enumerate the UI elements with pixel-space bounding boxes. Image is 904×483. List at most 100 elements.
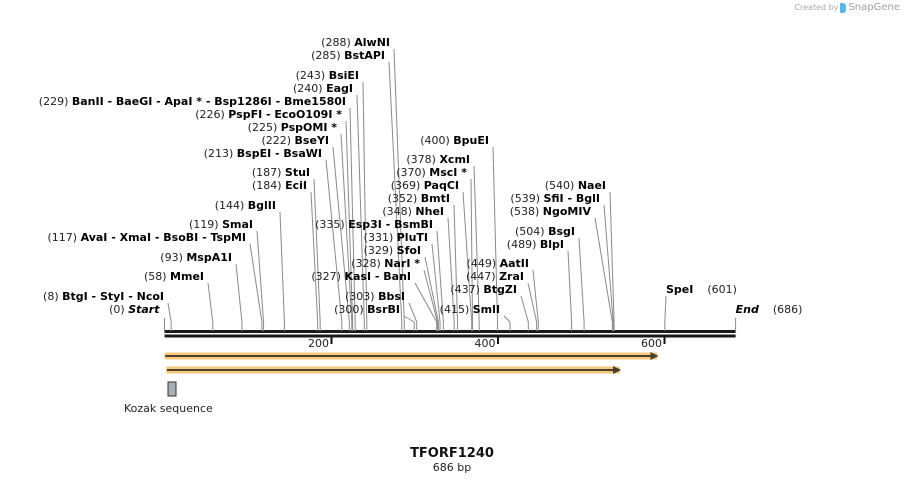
restriction-site[interactable]: (335) Esp3I - BsmBI [315,218,444,331]
restriction-site[interactable]: (447) ZraI [466,270,538,331]
site-label[interactable]: (348) NheI [382,205,444,218]
restriction-site[interactable]: (352) BmtI [388,192,459,331]
enzyme-name: StuI [285,166,310,179]
restriction-site[interactable]: (213) BspEI - BsaWI [204,147,343,331]
site-position: (93) [160,251,186,264]
restriction-site[interactable]: (8) BtgI - StyI - NcoI [43,290,172,331]
restriction-site[interactable]: (184) EciI [252,179,319,331]
restriction-site[interactable]: (303) BbsI [345,290,418,331]
site-label[interactable]: (187) StuI [252,166,310,179]
restriction-site[interactable]: (93) MspA1I [160,251,243,331]
site-label[interactable]: (225) PspOMI * [248,121,338,134]
site-label[interactable]: (303) BbsI [345,290,405,303]
restriction-site[interactable]: (229) BanII - BaeGI - ApaI * - Bsp1286I … [39,95,356,331]
restriction-site[interactable]: (540) NaeI [545,179,615,331]
restriction-site[interactable]: (538) NgoMIV [510,205,613,331]
site-leader-line [578,237,585,323]
credit-brand: SnapGene [848,2,900,13]
restriction-site[interactable]: (328) NarI * [351,257,439,331]
restriction-site[interactable]: (329) SfoI [364,244,439,331]
restriction-site[interactable]: (437) BtgZI [450,283,529,331]
restriction-site[interactable]: (400) BpuEI [420,134,498,331]
restriction-site[interactable]: (331) PluTI [364,231,441,331]
site-label[interactable]: (331) PluTI [364,231,428,244]
site-label[interactable]: (415) SmlI [440,303,500,316]
site-label[interactable]: (58) MmeI [144,270,204,283]
restriction-site[interactable]: (117) AvaI - XmaI - BsoBI - TspMI [48,231,263,331]
restriction-site[interactable]: (300) BsrBI [334,303,415,331]
site-position: (240) [293,82,326,95]
restriction-site[interactable]: (449) AatII [467,257,539,331]
kozak-label[interactable]: Kozak sequence [124,402,213,415]
site-label[interactable]: (370) MscI * [396,166,467,179]
site-label[interactable]: (449) AatII [467,257,529,270]
site-position: (58) [144,270,170,283]
site-label[interactable]: (226) PspFI - EcoO109I * [195,108,342,121]
restriction-site[interactable]: (187) StuI [252,166,321,331]
orf-arrow-2[interactable] [165,366,622,374]
site-label[interactable]: (437) BtgZI [450,283,517,296]
site-label[interactable]: (539) SfiI - BglI [510,192,600,205]
site-label[interactable]: (240) EagI [293,82,353,95]
site-label[interactable]: (328) NarI * [351,257,420,270]
site-label[interactable]: (300) BsrBI [334,303,400,316]
site-label[interactable]: (329) SfoI [364,244,421,257]
restriction-site[interactable]: (378) XcmI [406,153,480,331]
site-leader-line [310,191,319,323]
restriction-site[interactable]: (222) BseYI [261,134,350,331]
site-label[interactable]: (378) XcmI [406,153,470,166]
site-label[interactable]: (184) EciI [252,179,307,192]
restriction-site[interactable]: (348) NheI [382,205,455,331]
restriction-site[interactable]: (369) PaqCI [391,179,473,331]
site-label[interactable]: (489) BlpI [507,238,564,251]
site-label[interactable]: (243) BsiEI [296,69,359,82]
site-label[interactable]: (335) Esp3I - BsmBI [315,218,433,231]
restriction-site[interactable]: (327) KasI - BanI [311,270,438,331]
site-label[interactable]: (400) BpuEI [420,134,489,147]
site-leader-line [345,120,354,323]
site-label[interactable]: (369) PaqCI [391,179,459,192]
kozak-feature[interactable] [167,381,177,397]
site-position: (370) [396,166,429,179]
restriction-site[interactable]: (119) SmaI [189,218,265,331]
site-label[interactable]: (447) ZraI [466,270,524,283]
restriction-site[interactable]: SpeI (601) [664,283,737,331]
restriction-site[interactable]: (240) EagI [293,82,365,331]
site-label[interactable]: (540) NaeI [545,179,606,192]
restriction-site[interactable]: (285) BstAPI [311,49,403,331]
orf-arrow-1[interactable] [164,352,659,360]
site-label[interactable]: (285) BstAPI [311,49,385,62]
restriction-site[interactable]: (243) BsiEI [296,69,368,331]
site-label[interactable]: (288) AlwNI [321,36,390,49]
site-label[interactable]: (538) NgoMIV [510,205,592,218]
site-label[interactable]: (327) KasI - BanI [311,270,411,283]
restriction-site[interactable]: (226) PspFI - EcoO109I * [195,108,354,331]
site-label[interactable]: (93) MspA1I [160,251,232,264]
snapgene-logo-icon [840,2,847,13]
site-label[interactable]: (213) BspEI - BsaWI [204,147,322,160]
site-position: (184) [252,179,285,192]
site-label[interactable]: (352) BmtI [388,192,450,205]
restriction-site[interactable]: (288) AlwNI [321,36,405,331]
site-label[interactable]: (229) BanII - BaeGI - ApaI * - Bsp1286I … [39,95,346,108]
restriction-site[interactable]: (415) SmlI [440,303,511,331]
sequence-backbone-top[interactable] [164,330,736,333]
site-label[interactable]: (119) SmaI [189,218,253,231]
restriction-site[interactable]: (504) BsgI [515,225,585,331]
enzyme-name: EciI [285,179,307,192]
site-label[interactable]: (117) AvaI - XmaI - BsoBI - TspMI [48,231,247,244]
site-label[interactable]: (504) BsgI [515,225,575,238]
restriction-site[interactable]: (144) BglII [215,199,285,331]
site-position: (331) [364,231,397,244]
site-label[interactable]: (144) BglII [215,199,276,212]
restriction-site[interactable]: (370) MscI * [396,166,474,331]
site-label[interactable]: (222) BseYI [261,134,329,147]
restriction-site[interactable]: (489) BlpI [507,238,573,331]
restriction-site[interactable]: (58) MmeI [144,270,214,331]
enzyme-name: Esp3I - BsmBI [348,218,433,231]
site-label[interactable]: (8) BtgI - StyI - NcoI [43,290,164,303]
site-label[interactable]: SpeI (601) [666,283,737,296]
restriction-site[interactable]: (225) PspOMI * [248,121,353,331]
restriction-site[interactable]: (539) SfiI - BglI [510,192,614,331]
sequence-backbone-bottom[interactable] [164,334,736,338]
